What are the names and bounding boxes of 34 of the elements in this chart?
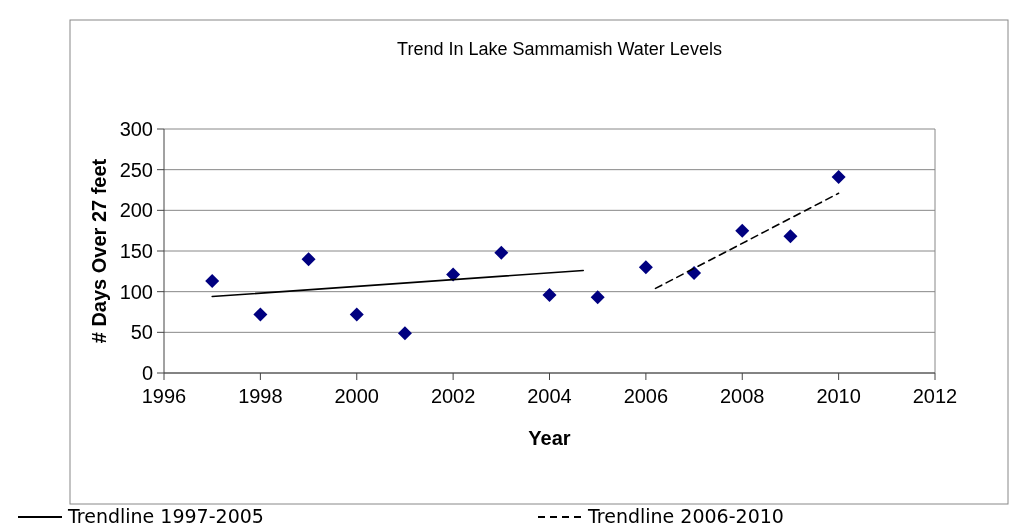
x-tick-label: 1998	[238, 385, 283, 407]
point	[205, 274, 220, 289]
point	[446, 267, 461, 282]
legend-label: Trendline 1997-2005	[67, 505, 264, 527]
x-tick-label: 2010	[816, 385, 861, 407]
point	[783, 229, 798, 244]
y-tick-label: 150	[119, 240, 153, 262]
y-tick-label: 0	[141, 362, 153, 384]
x-tick-label: 2004	[527, 385, 572, 407]
x-tick-label: 2002	[430, 385, 476, 407]
x-tick-label: 2000	[334, 385, 379, 407]
legend-label: Trendline 2006-2010	[587, 505, 784, 527]
point	[397, 326, 412, 341]
x-axis-title: Year	[528, 427, 571, 449]
x-tick-label: 2006	[623, 385, 669, 407]
point	[590, 290, 605, 305]
y-tick-label: 200	[119, 199, 153, 222]
point	[735, 223, 750, 238]
point	[638, 260, 653, 275]
x-tick-label: 1996	[141, 385, 187, 407]
point	[831, 169, 846, 184]
x-tick-label: 2012	[912, 385, 958, 407]
y-tick-label: 50	[130, 321, 153, 344]
y-tick-label: 250	[119, 158, 153, 181]
point	[542, 287, 557, 302]
y-tick-label: 100	[119, 280, 153, 303]
point	[301, 252, 316, 267]
x-tick-label: 2008	[720, 385, 765, 407]
point	[349, 307, 364, 322]
point	[253, 307, 268, 322]
chart-title: Trend In Lake Sammamish Water Levels	[397, 39, 722, 59]
y-axis-title: # Days Over 27 feet	[88, 158, 110, 344]
y-tick-label: 300	[119, 118, 153, 140]
point	[494, 245, 509, 260]
